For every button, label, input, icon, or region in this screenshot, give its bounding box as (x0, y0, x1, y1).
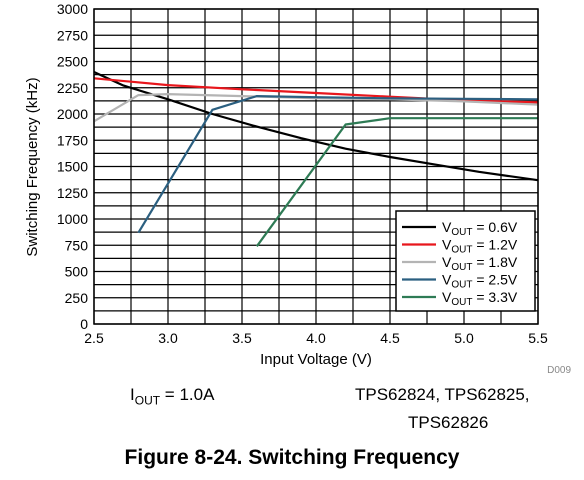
plot-frame (93, 8, 539, 325)
device-list-line-1: TPS62824, TPS62825, (355, 385, 530, 404)
y-axis-label: Switching Frequency (kHz) (24, 77, 41, 256)
y-tick-label: 1000 (57, 211, 88, 227)
figure-id: D009 (547, 365, 571, 376)
x-tick-label: 2.5 (84, 330, 104, 346)
x-tick-label: 4.0 (306, 330, 326, 346)
y-tick-label: 1250 (57, 185, 88, 201)
series-line-4 (137, 95, 539, 234)
x-tick-labels: 2.5 3.0 3.5 4.0 4.5 5.0 5.5 (84, 330, 548, 346)
x-tick-label: 5.0 (454, 330, 474, 346)
legend-entry: VOUT = 0.6V (442, 219, 518, 238)
y-tick-label: 2750 (57, 27, 88, 43)
y-tick-labels: 0 250 500 750 1000 1250 1500 1750 2000 2250 2500 27… (57, 1, 88, 332)
x-tick-label: 5.5 (528, 330, 548, 346)
y-tick-label: 2250 (57, 80, 88, 96)
y-tick-label: 3000 (57, 1, 88, 17)
x-tick-label: 4.5 (380, 330, 400, 346)
device-list-line-2: TPS62826 (408, 413, 489, 432)
y-tick-label: 1500 (57, 159, 88, 175)
y-tick-label: 750 (65, 237, 89, 253)
switching-frequency-chart: 0 250 500 750 1000 1250 1500 1750 2000 2250 2500 27… (24, 1, 571, 376)
x-axis-label: Input Voltage (V) (260, 351, 372, 368)
figure-title: Figure 8-24. Switching Frequency (124, 446, 460, 469)
output-current-condition: IOUT = 1.0A (130, 385, 215, 408)
x-tick-label: 3.0 (158, 330, 178, 346)
y-tick-label: 250 (65, 290, 89, 306)
y-tick-label: 0 (80, 316, 88, 332)
legend-entry: VOUT = 1.8V (442, 254, 518, 273)
y-tick-label: 2000 (57, 106, 88, 122)
legend-entry: VOUT = 2.5V (442, 272, 518, 291)
y-tick-label: 1750 (57, 132, 88, 148)
y-tick-label: 500 (65, 264, 89, 280)
series-line-5 (255, 117, 538, 247)
legend-entry: VOUT = 3.3V (442, 289, 518, 308)
legend-entry: VOUT = 1.2V (442, 237, 518, 256)
series-lines (93, 71, 539, 247)
x-tick-label: 3.5 (232, 330, 252, 346)
y-tick-label: 2500 (57, 54, 88, 70)
